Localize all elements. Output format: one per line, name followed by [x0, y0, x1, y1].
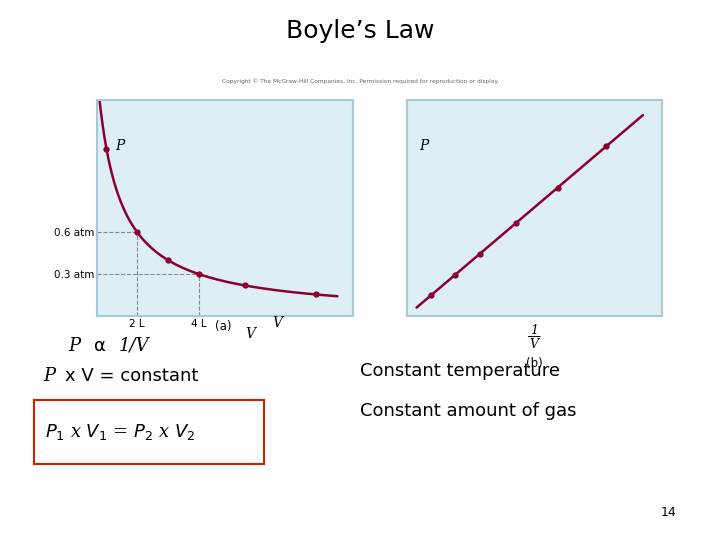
Text: V: V [246, 327, 256, 341]
Text: V: V [530, 338, 539, 352]
Text: Boyle’s Law: Boyle’s Law [286, 19, 434, 43]
Text: P: P [420, 139, 429, 153]
Text: 14: 14 [661, 505, 677, 519]
Text: (a): (a) [215, 320, 231, 334]
Text: Constant temperature: Constant temperature [360, 362, 560, 380]
Text: x V = constant: x V = constant [65, 367, 198, 384]
Text: (b): (b) [526, 357, 543, 370]
Text: α: α [94, 337, 105, 355]
Text: P: P [43, 367, 55, 384]
Text: 1/V: 1/V [119, 337, 150, 355]
Text: Copyright © The McGraw-Hill Companies, Inc. Permission required for reproduction: Copyright © The McGraw-Hill Companies, I… [222, 78, 498, 84]
Text: ―: ― [528, 330, 541, 343]
Text: V: V [272, 316, 282, 330]
Text: 1: 1 [530, 323, 539, 337]
Text: P: P [115, 139, 125, 153]
Text: $P_1$ x $V_1$ = $P_2$ x $V_2$: $P_1$ x $V_1$ = $P_2$ x $V_2$ [45, 422, 195, 442]
Text: Constant amount of gas: Constant amount of gas [360, 402, 577, 420]
Text: P: P [68, 337, 81, 355]
